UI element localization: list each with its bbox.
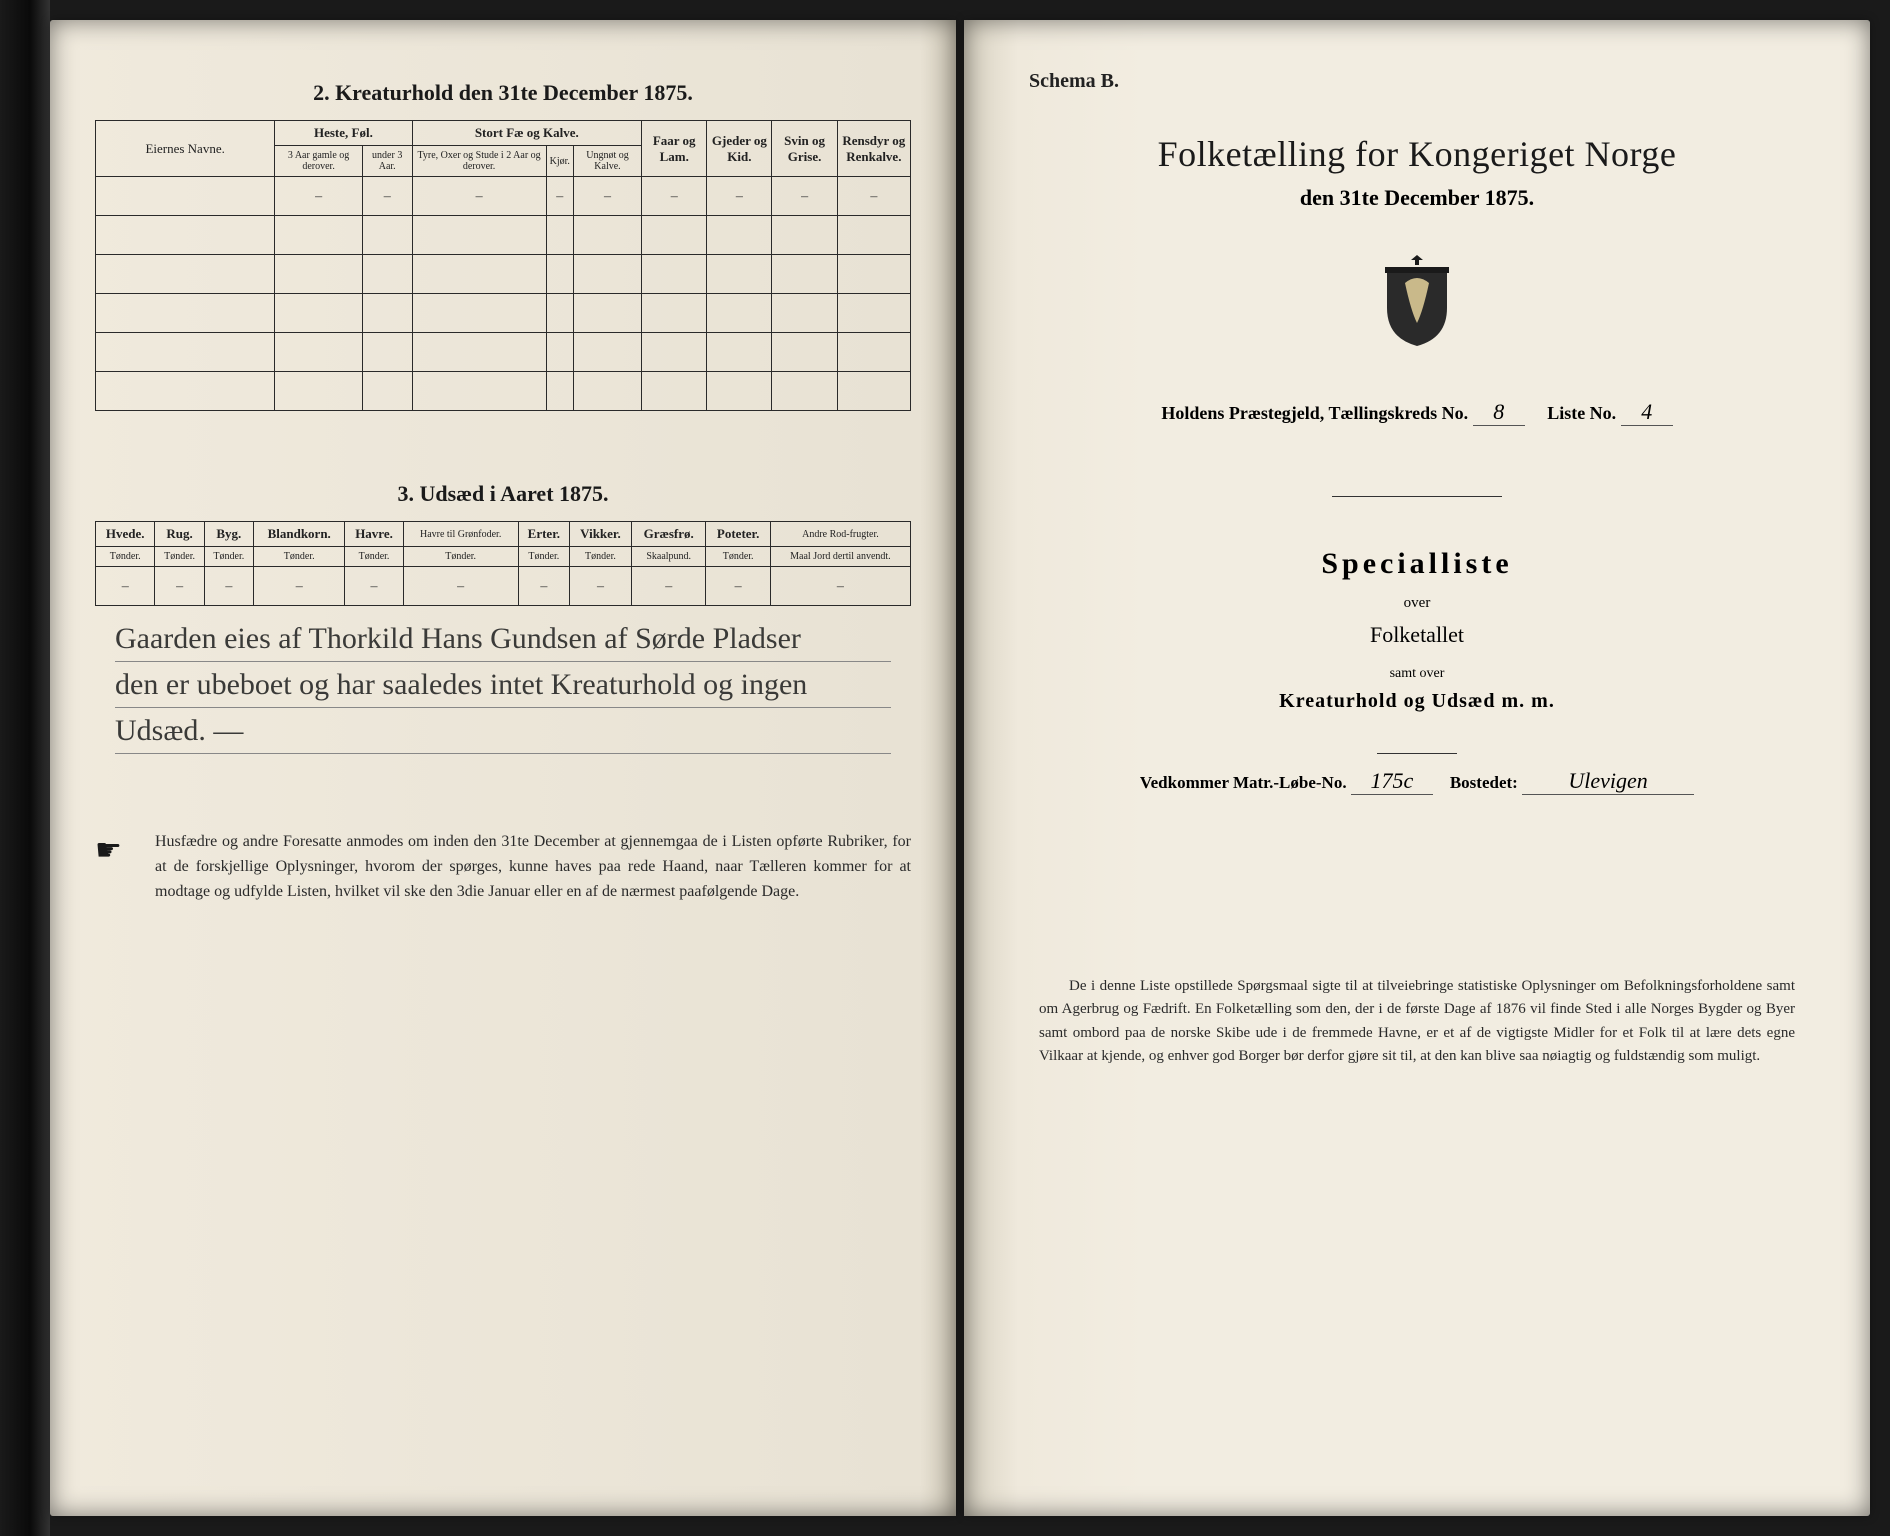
bostedet-label: Bostedet: <box>1450 773 1518 792</box>
divider <box>1332 496 1502 497</box>
grp-heste: Heste, Føl. <box>275 121 412 146</box>
c1: Rug. <box>155 522 204 547</box>
hw-l2: den er ubeboet og har saaledes intet Kre… <box>115 662 891 708</box>
c5: Havre til Grønfoder. <box>403 522 518 547</box>
c2: Byg. <box>204 522 253 547</box>
kreds-num: 8 <box>1473 399 1525 426</box>
book-spread: 2. Kreaturhold den 31te December 1875. E… <box>50 0 1890 1536</box>
scanner-edge <box>0 0 50 1536</box>
grp-faar: Faar og Lam. <box>642 121 707 177</box>
c10: Andre Rod-frugter. <box>770 522 910 547</box>
handwritten-note: Gaarden eies af Thorkild Hans Gundsen af… <box>95 606 911 760</box>
col-owner: Eiernes Navne. <box>96 121 275 177</box>
left-footnote: ☛ Husfædre og andre Foresatte anmodes om… <box>95 830 911 904</box>
divider <box>1377 753 1457 754</box>
coat-of-arms-icon <box>1377 253 1457 348</box>
table-row <box>96 372 911 411</box>
admin-prefix: Holdens Præstegjeld, Tællingskreds No. <box>1161 403 1468 423</box>
c3: Blandkorn. <box>253 522 344 547</box>
sub-h2: under 3 Aar. <box>362 146 412 177</box>
sub-s1: Tyre, Oxer og Stude i 2 Aar og derover. <box>412 146 546 177</box>
grp-gjeder: Gjeder og Kid. <box>707 121 772 177</box>
table3-title: 3. Udsæd i Aaret 1875. <box>95 481 911 507</box>
table-row <box>96 216 911 255</box>
c9: Poteter. <box>706 522 770 547</box>
liste-label: Liste No. <box>1547 403 1616 423</box>
right-footnote: De i denne Liste opstillede Spørgsmaal s… <box>1039 975 1795 1068</box>
table-row: – – – – – – – – – – – <box>96 567 911 606</box>
bostedet-place: Ulevigen <box>1522 768 1694 795</box>
grp-rensdyr: Rensdyr og Renkalve. <box>837 121 910 177</box>
c7: Vikker. <box>569 522 631 547</box>
samt-over: samt over <box>1009 666 1825 682</box>
hw-l3: Udsæd. — <box>115 708 891 754</box>
kreaturhold-line: Kreaturhold og Udsæd m. m. <box>1009 690 1825 713</box>
census-date: den 31te December 1875. <box>1009 185 1825 211</box>
hw-l1: Gaarden eies af Thorkild Hans Gundsen af… <box>115 616 891 662</box>
table-row: – – – – – – – – – <box>96 177 911 216</box>
c6: Erter. <box>518 522 569 547</box>
admin-line: Holdens Præstegjeld, Tællingskreds No. 8… <box>1009 399 1825 426</box>
pointer-icon: ☛ <box>95 828 122 875</box>
table-row <box>96 255 911 294</box>
udsaed-table: Hvede. Rug. Byg. Blandkorn. Havre. Havre… <box>95 521 911 606</box>
matr-num: 175c <box>1351 768 1433 795</box>
grp-svin: Svin og Grise. <box>772 121 837 177</box>
sub-h1: 3 Aar gamle og derover. <box>275 146 363 177</box>
matr-line: Vedkommer Matr.-Løbe-No. 175c Bostedet: … <box>1009 768 1825 795</box>
specialliste: Specialliste <box>1009 547 1825 581</box>
census-title: Folketælling for Kongeriget Norge <box>1009 133 1825 175</box>
sub-s2: Kjør. <box>546 146 573 177</box>
table-row <box>96 294 911 333</box>
grp-stort: Stort Fæ og Kalve. <box>412 121 642 146</box>
left-page: 2. Kreaturhold den 31te December 1875. E… <box>50 20 956 1516</box>
table-row <box>96 333 911 372</box>
schema-label: Schema B. <box>1009 70 1825 93</box>
table2-title: 2. Kreaturhold den 31te December 1875. <box>95 80 911 106</box>
folketallet: Folketallet <box>1009 622 1825 648</box>
sub-s3: Ungnøt og Kalve. <box>573 146 641 177</box>
matr-prefix: Vedkommer Matr.-Løbe-No. <box>1140 773 1347 792</box>
c0: Hvede. <box>96 522 155 547</box>
footnote-text: Husfædre og andre Foresatte anmodes om i… <box>155 833 911 900</box>
c4: Havre. <box>345 522 403 547</box>
liste-num: 4 <box>1621 399 1673 426</box>
c8: Græsfrø. <box>631 522 705 547</box>
kreaturhold-table: Eiernes Navne. Heste, Føl. Stort Fæ og K… <box>95 120 911 411</box>
right-page: Schema B. Folketælling for Kongeriget No… <box>964 20 1870 1516</box>
over: over <box>1009 595 1825 612</box>
